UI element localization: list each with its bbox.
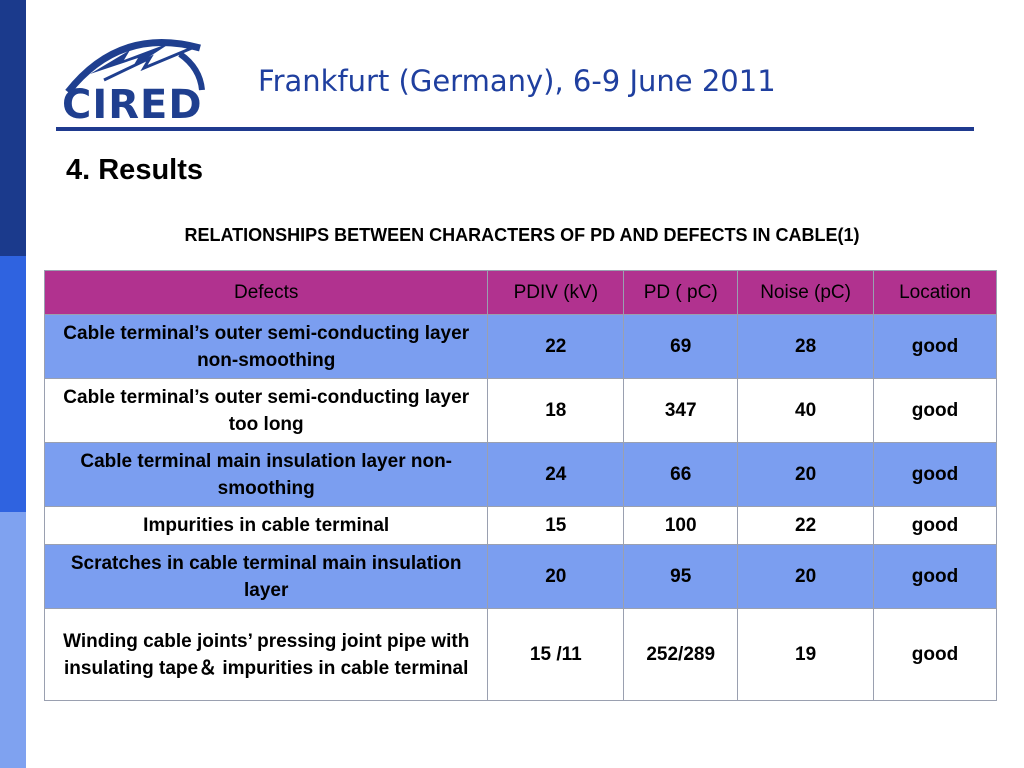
noise-cell: 19 — [737, 608, 875, 701]
table-row: Winding cable joints’ pressing joint pip… — [43, 608, 997, 701]
table-row: Cable terminal’s outer semi-conducting l… — [43, 378, 997, 443]
defect-cell: Scratches in cable terminal main insulat… — [43, 544, 489, 609]
pd-cell: 347 — [623, 378, 739, 443]
noise-cell: 28 — [737, 314, 875, 379]
pd-cell: 66 — [623, 442, 739, 507]
pdiv-cell: 20 — [487, 544, 625, 609]
pd-cell: 95 — [623, 544, 739, 609]
pdiv-cell: 22 — [487, 314, 625, 379]
noise-cell: 22 — [737, 506, 875, 545]
noise-cell: 40 — [737, 378, 875, 443]
location-cell: good — [873, 506, 997, 545]
header-location: Location — [873, 270, 997, 315]
table-caption: RELATIONSHIPS BETWEEN CHARACTERS OF PD A… — [184, 225, 860, 245]
pdiv-cell: 15 — [487, 506, 625, 545]
defect-cell: Cable terminal’s outer semi-conducting l… — [43, 314, 489, 379]
pdiv-cell: 24 — [487, 442, 625, 507]
defect-cell: Impurities in cable terminal — [43, 506, 489, 545]
side-stripe-top — [0, 0, 26, 256]
location-cell: good — [873, 608, 997, 701]
location-cell: good — [873, 544, 997, 609]
table-row: Cable terminal’s outer semi-conducting l… — [43, 314, 997, 379]
pdiv-cell: 18 — [487, 378, 625, 443]
table-header-row: Defects PDIV (kV) PD ( pC) Noise (pC) Lo… — [43, 270, 997, 315]
header-noise: Noise (pC) — [737, 270, 875, 315]
table-row: Scratches in cable terminal main insulat… — [43, 544, 997, 609]
logo-arc-icon — [65, 39, 205, 95]
side-stripe-middle — [0, 256, 26, 512]
table-row: Impurities in cable terminal 15 100 22 g… — [43, 506, 997, 545]
pd-cell: 100 — [623, 506, 739, 545]
defect-cell: Cable terminal’s outer semi-conducting l… — [43, 378, 489, 443]
side-stripe-bottom — [0, 512, 26, 768]
cired-logo: CIRED — [60, 34, 210, 128]
section-title: 4. Results — [66, 154, 203, 186]
pd-cell: 69 — [623, 314, 739, 379]
defect-cell: Cable terminal main insulation layer non… — [43, 442, 489, 507]
header-pd: PD ( pC) — [623, 270, 739, 315]
header-divider — [56, 127, 974, 131]
pd-cell: 252/289 — [623, 608, 739, 701]
location-cell: good — [873, 378, 997, 443]
noise-cell: 20 — [737, 442, 875, 507]
logo-wordmark: CIRED — [62, 82, 203, 128]
defect-cell: Winding cable joints’ pressing joint pip… — [43, 608, 489, 701]
conference-title: Frankfurt (Germany), 6-9 June 2011 — [258, 64, 776, 98]
table-row: Cable terminal main insulation layer non… — [43, 442, 997, 507]
location-cell: good — [873, 314, 997, 379]
header-defects: Defects — [43, 270, 489, 315]
results-table: Defects PDIV (kV) PD ( pC) Noise (pC) Lo… — [43, 270, 997, 701]
header-pdiv: PDIV (kV) — [487, 270, 625, 315]
noise-cell: 20 — [737, 544, 875, 609]
location-cell: good — [873, 442, 997, 507]
pdiv-cell: 15 /11 — [487, 608, 625, 701]
